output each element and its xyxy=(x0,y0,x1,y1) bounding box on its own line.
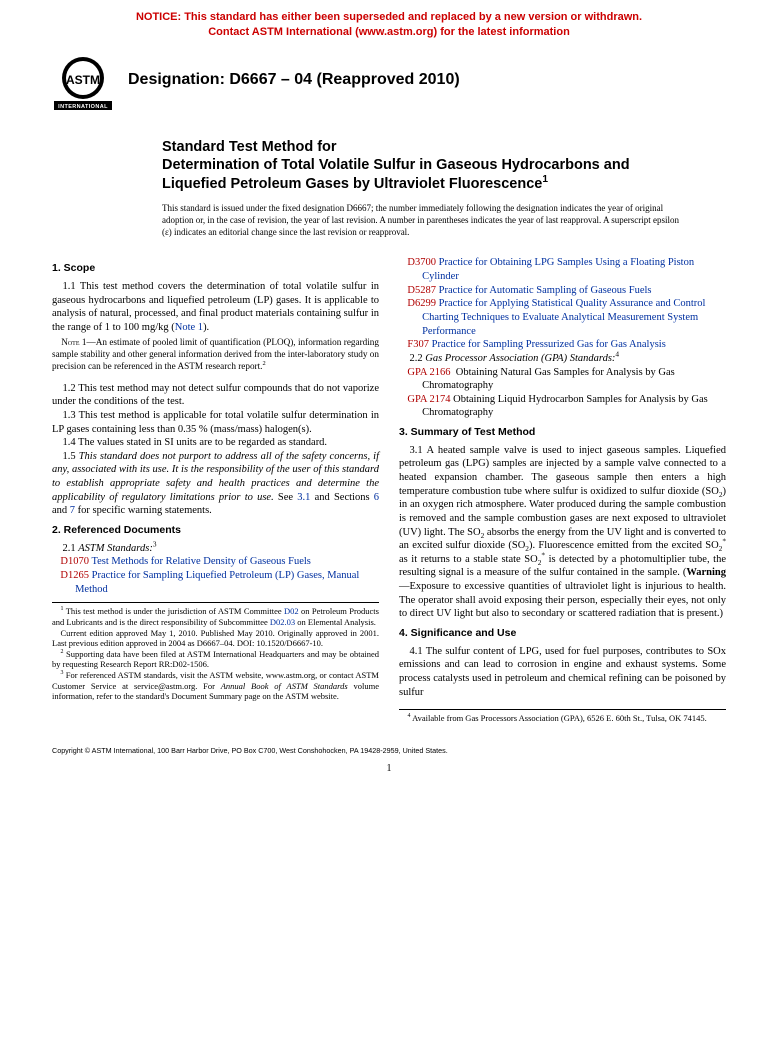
note1-link[interactable]: Note 1 xyxy=(175,322,203,333)
ref-d1265: D1265 Practice for Sampling Liquefied Pe… xyxy=(52,569,379,596)
issuance-note: This standard is issued under the fixed … xyxy=(162,203,682,238)
ref-d5287: D5287 Practice for Automatic Sampling of… xyxy=(399,284,726,298)
notice-line1: NOTICE: This standard has either been su… xyxy=(136,11,642,23)
copyright-line: Copyright © ASTM International, 100 Barr… xyxy=(52,746,726,755)
ref-code-d1070[interactable]: D1070 xyxy=(60,556,89,567)
body-columns: 1. Scope 1.1 This test method covers the… xyxy=(52,256,726,723)
ref-code-gpa2174: GPA 2174 xyxy=(407,394,450,405)
title-main: Determination of Total Volatile Sulfur i… xyxy=(162,156,662,193)
link-sec-6[interactable]: 6 xyxy=(374,492,379,503)
supersede-notice: NOTICE: This standard has either been su… xyxy=(52,10,726,40)
scope-1-3: 1.3 This test method is applicable for t… xyxy=(52,409,379,436)
ref-d3700: D3700 Practice for Obtaining LPG Samples… xyxy=(399,256,726,283)
link-3-1[interactable]: 3.1 xyxy=(297,492,310,503)
notice-line2: Contact ASTM International (www.astm.org… xyxy=(208,26,570,38)
svg-text:ASTM: ASTM xyxy=(66,73,100,87)
footnote-4: 4 Available from Gas Processors Associat… xyxy=(399,713,726,724)
title-block: Standard Test Method for Determination o… xyxy=(162,138,662,194)
svg-text:INTERNATIONAL: INTERNATIONAL xyxy=(58,104,108,110)
title-pre: Standard Test Method for xyxy=(162,138,662,157)
ref-code-d5287[interactable]: D5287 xyxy=(407,285,436,296)
scope-1-5: 1.5 This standard does not purport to ad… xyxy=(52,450,379,518)
footnotes-left: 1 This test method is under the jurisdic… xyxy=(52,602,379,702)
link-d0203[interactable]: D02.03 xyxy=(270,617,295,627)
ref-code-d3700[interactable]: D3700 xyxy=(407,257,436,268)
astm-logo-icon: ASTM INTERNATIONAL xyxy=(52,54,114,112)
designation: Designation: D6667 – 04 (Reapproved 2010… xyxy=(128,71,460,89)
sig-4-1: 4.1 The sulfur content of LPG, used for … xyxy=(399,645,726,700)
footnote-1b: Current edition approved May 1, 2010. Pu… xyxy=(52,628,379,649)
footnote-1: 1 This test method is under the jurisdic… xyxy=(52,606,379,627)
note-1: Note 1—An estimate of pooled limit of qu… xyxy=(52,337,379,373)
footnote-3: 3 For referenced ASTM standards, visit t… xyxy=(52,670,379,702)
page-number: 1 xyxy=(52,763,726,774)
header-row: ASTM INTERNATIONAL Designation: D6667 – … xyxy=(52,54,726,112)
document-page: NOTICE: This standard has either been su… xyxy=(0,0,778,794)
link-d02[interactable]: D02 xyxy=(284,606,299,616)
footnotes-right: 4 Available from Gas Processors Associat… xyxy=(399,709,726,724)
ref-d6299: D6299 Practice for Applying Statistical … xyxy=(399,297,726,338)
ref-code-d1265[interactable]: D1265 xyxy=(60,570,89,581)
scope-heading: 1. Scope xyxy=(52,262,379,276)
refdocs-heading: 2. Referenced Documents xyxy=(52,524,379,538)
summary-heading: 3. Summary of Test Method xyxy=(399,426,726,440)
significance-heading: 4. Significance and Use xyxy=(399,627,726,641)
summary-3-1: 3.1 A heated sample valve is used to inj… xyxy=(399,444,726,621)
note-label: Note xyxy=(61,337,79,347)
scope-1-2: 1.2 This test method may not detect sulf… xyxy=(52,382,379,409)
footnote-2: 2 Supporting data have been filed at AST… xyxy=(52,649,379,670)
ref-code-f307[interactable]: F307 xyxy=(407,339,429,350)
scope-1-1: 1.1 This test method covers the determin… xyxy=(52,280,379,335)
gpa-standards-label: 2.2 Gas Processor Association (GPA) Stan… xyxy=(399,352,726,366)
ref-f307: F307 Practice for Sampling Pressurized G… xyxy=(399,338,726,352)
ref-code-d6299[interactable]: D6299 xyxy=(407,298,436,309)
ref-gpa-2166: GPA 2166 Obtaining Natural Gas Samples f… xyxy=(399,366,726,393)
astm-standards-label: 2.1 ASTM Standards:3 xyxy=(52,542,379,556)
ref-code-gpa2166: GPA 2166 xyxy=(407,367,450,378)
ref-d1070: D1070 Test Methods for Relative Density … xyxy=(52,555,379,569)
scope-1-4: 1.4 The values stated in SI units are to… xyxy=(52,436,379,450)
ref-gpa-2174: GPA 2174 Obtaining Liquid Hydrocarbon Sa… xyxy=(399,393,726,420)
